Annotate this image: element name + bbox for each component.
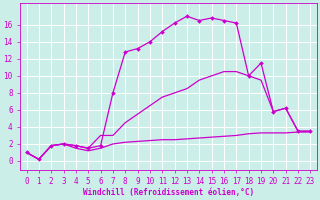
X-axis label: Windchill (Refroidissement éolien,°C): Windchill (Refroidissement éolien,°C) (83, 188, 254, 197)
